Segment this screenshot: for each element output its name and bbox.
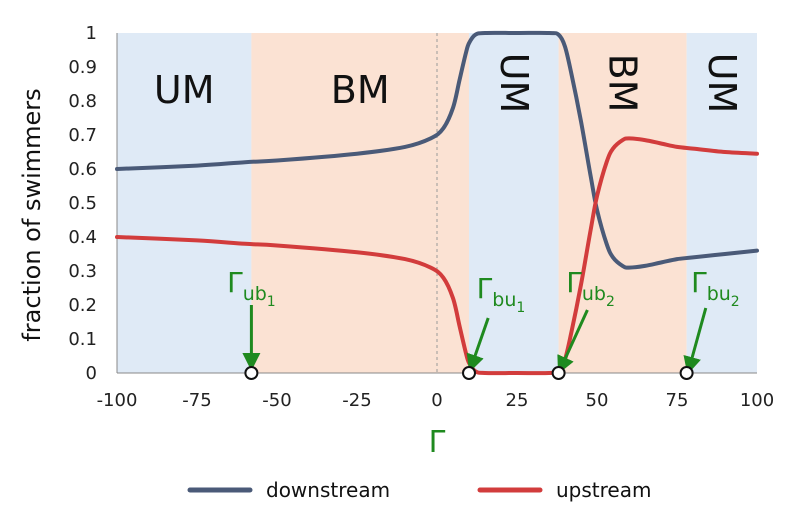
y-tick-label: 0.2 xyxy=(68,295,97,316)
x-tick-label: 100 xyxy=(740,390,774,411)
transition-label-1: Γub1 xyxy=(227,266,276,310)
y-tick-label: 0.9 xyxy=(68,57,97,78)
region-band-0 xyxy=(117,33,252,373)
transition-point-3 xyxy=(551,366,566,380)
x-tick-label: 25 xyxy=(506,390,529,411)
x-tick-label: 0 xyxy=(431,390,442,411)
transition-arrow-2 xyxy=(466,317,490,373)
legend-label-downstream: downstream xyxy=(266,478,390,502)
y-tick-label: 0.1 xyxy=(68,329,97,350)
x-axis-ticks: -100 -75 -50 -25 0 25 50 75 100 xyxy=(97,390,775,411)
transition-arrow-4 xyxy=(683,307,708,375)
region-band-1 xyxy=(251,33,469,373)
transition-annotations: Γub1 Γbu1 Γub2 Γbu2 xyxy=(227,266,740,380)
x-tick-label: 75 xyxy=(666,390,689,411)
x-tick-label: -75 xyxy=(182,390,211,411)
transition-label-2: Γbu1 xyxy=(477,272,526,316)
x-tick-label: -50 xyxy=(262,390,291,411)
region-band-3 xyxy=(558,33,687,373)
region-label-3: BM xyxy=(601,54,645,113)
x-tick-label: -25 xyxy=(342,390,371,411)
region-label-2: UM xyxy=(492,53,536,114)
region-bands xyxy=(117,33,757,373)
y-tick-label: 0 xyxy=(86,363,97,384)
y-tick-label: 0.7 xyxy=(68,125,97,146)
region-label-1: BM xyxy=(331,68,390,112)
y-axis-ticks: 0 0.1 0.2 0.3 0.4 0.5 0.6 0.7 0.8 0.9 1 xyxy=(68,23,97,384)
transition-arrow-3 xyxy=(557,309,589,375)
y-tick-label: 0.4 xyxy=(68,227,97,248)
region-band-2 xyxy=(469,33,559,373)
transition-point-4 xyxy=(679,366,694,380)
y-tick-label: 0.8 xyxy=(68,91,97,112)
x-tick-label: -100 xyxy=(97,390,138,411)
series-line-downstream xyxy=(115,30,759,270)
region-labels: UM BM UM BM UM xyxy=(154,53,744,114)
y-axis-label: fraction of swimmers xyxy=(18,88,46,341)
y-tick-label: 1 xyxy=(86,23,97,44)
transition-label-3: Γub2 xyxy=(566,266,615,310)
legend: downstream upstream xyxy=(187,478,651,502)
transition-point-2 xyxy=(462,366,476,380)
x-tick-label: 50 xyxy=(586,390,609,411)
region-label-0: UM xyxy=(154,68,215,112)
region-band-4 xyxy=(686,33,757,373)
region-label-4: UM xyxy=(700,53,744,114)
axes xyxy=(116,33,757,374)
transition-label-4: Γbu2 xyxy=(691,266,740,310)
legend-label-upstream: upstream xyxy=(556,478,651,502)
y-tick-label: 0.5 xyxy=(68,193,97,214)
y-tick-label: 0.3 xyxy=(68,261,97,282)
x-axis-label: Γ xyxy=(429,425,446,460)
y-tick-label: 0.6 xyxy=(68,159,97,180)
transition-point-1 xyxy=(244,366,259,380)
